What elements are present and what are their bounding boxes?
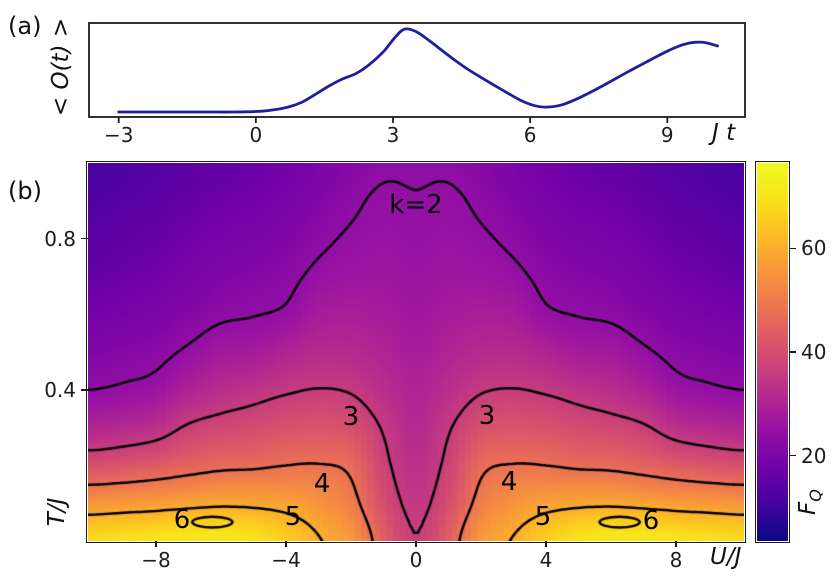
panel-b-xlabel: U/J [710,544,742,570]
panel-b-x-tick [285,541,287,547]
panel-b-x-tick [415,541,417,547]
panel-b-y-tick [81,237,88,240]
panel-b-x-tick [545,541,547,547]
panel-b-x-tick-label: 4 [539,548,553,572]
panel-b-y-tick-label: 0.4 [44,378,76,402]
panel-b-x-tick [155,541,158,547]
panel-a-x-tick-label: 0 [249,123,262,147]
panel-b-x-tick [674,541,677,547]
contour-label-k4: 4 [313,469,331,499]
panel-b-y-tick [81,388,88,391]
panel-b-x-tick-label: 8 [669,548,683,572]
contour-label-k2: k=2 [389,190,443,220]
contour-label-k6: 6 [173,505,191,535]
panel-b-y-tick-label: 0.8 [44,227,76,251]
panel-b-label: (b) [8,177,42,205]
panel-a-x-tick-label: 9 [661,123,674,147]
contour-label-k4: 4 [500,467,518,497]
contour-label-k3: 3 [478,401,496,431]
contour-label-k5: 5 [534,502,552,532]
colorbar-tick [790,351,796,353]
panel-a-label: (a) [8,12,42,40]
panel-a-x-tick-label: 3 [387,123,400,147]
colorbar-gradient [757,163,788,541]
colorbar-tick-label: 20 [801,444,827,468]
panel-a-xlabel: J t [712,120,736,146]
colorbar-label-main: F [795,501,822,515]
panel-a-x-tick-label: −3 [104,123,133,147]
colorbar-tick [790,247,796,250]
colorbar-tick [790,454,796,457]
colorbar-tick-label: 60 [801,236,827,260]
panel-a-plot: −3 0 3 6 9 [88,22,746,147]
colorbar-label-sub: Q [805,489,825,502]
contour-label-k6: 6 [642,506,660,536]
panel-a-x-tick-label: 6 [524,123,537,147]
contour-label-k5: 5 [284,502,302,532]
panel-b-x-tick-label: −4 [271,548,301,572]
panel-b-ylabel: T/J [44,497,70,527]
colorbar-tick-label: 40 [801,340,827,364]
panel-b-x-tick-label: 0 [409,548,423,572]
panel-b-x-tick-label: −8 [141,548,171,572]
contour-label-k3: 3 [342,402,360,432]
colorbar-label: FQ [795,489,825,515]
observable-curve [117,27,719,114]
panel-b-heatmap [88,163,744,541]
panel-a-axes-frame [88,22,746,118]
colorbar-frame [755,161,790,543]
panel-a-ylabel: < O(t) > [48,17,74,117]
